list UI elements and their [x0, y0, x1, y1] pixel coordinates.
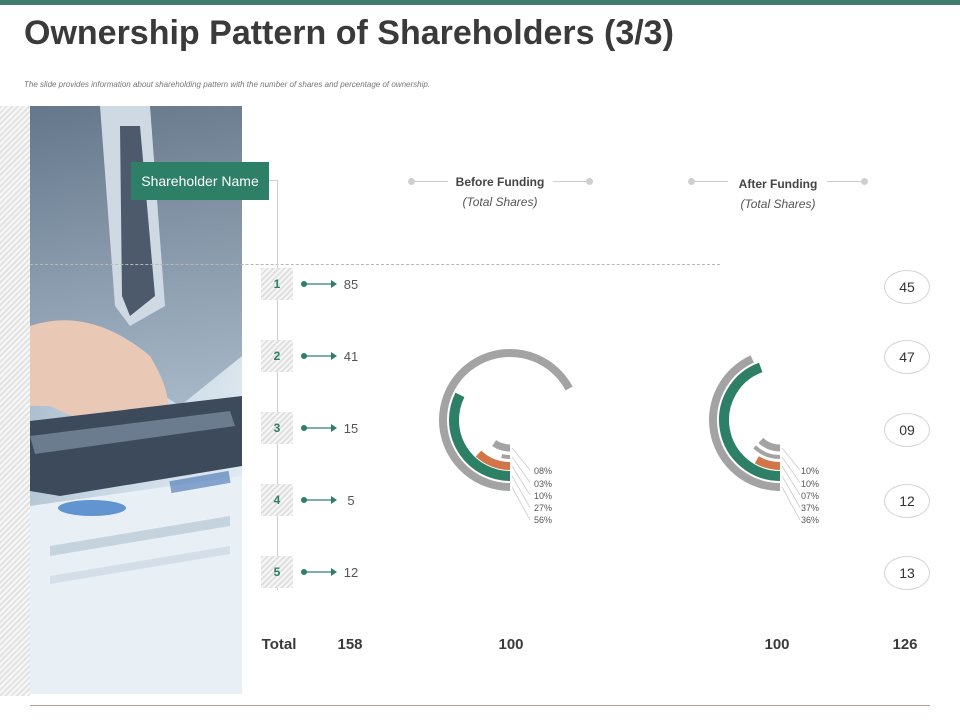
before-leader-5: [511, 486, 531, 521]
before-leader-4: [511, 475, 531, 508]
before-shares-3: 15: [343, 421, 359, 436]
before-arc-2: [501, 454, 511, 459]
before-leader-3: [511, 465, 531, 496]
header-line: [414, 181, 448, 182]
hatch-strip: [0, 106, 30, 696]
after-pct-3: 07%: [801, 491, 820, 501]
before-funding-sub: (Total Shares): [462, 195, 538, 209]
before-arc-1: [492, 440, 511, 452]
total-before-percent: 100: [498, 636, 524, 653]
after-shares-3: 09: [884, 413, 930, 447]
after-arc-4: [719, 362, 781, 481]
before-pct-1: 08%: [534, 466, 553, 476]
after-funding-header: After Funding (Total Shares): [718, 177, 838, 211]
header-line: [827, 181, 861, 182]
before-leader-1: [511, 447, 531, 471]
header-dot: [408, 178, 415, 185]
page-title: Ownership Pattern of Shareholders (3/3): [24, 14, 674, 52]
after-leader-1: [781, 447, 801, 471]
index-vertical-line: [277, 180, 278, 590]
header-dot: [688, 178, 695, 185]
arrow-icon: [301, 424, 337, 432]
before-pct-5: 56%: [534, 515, 553, 525]
row-index-2: 2: [261, 340, 293, 372]
before-funding-header: Before Funding (Total Shares): [440, 175, 560, 209]
after-funding-radial-chart: [709, 355, 801, 521]
row-index-4: 4: [261, 484, 293, 516]
before-arc-4: [449, 392, 511, 481]
total-after-shares: 126: [892, 636, 918, 653]
divider-dashed-line: [30, 264, 720, 265]
total-before-shares: 158: [337, 636, 363, 653]
after-arc-2: [753, 445, 781, 459]
after-pct-5: 36%: [801, 515, 820, 525]
before-shares-2: 41: [343, 349, 359, 364]
after-pct-2: 10%: [801, 479, 820, 489]
row-index-3: 3: [261, 412, 293, 444]
after-shares-4: 12: [884, 484, 930, 518]
arrow-icon: [301, 352, 337, 360]
before-shares-4: 5: [347, 493, 355, 508]
before-pct-3: 10%: [534, 491, 553, 501]
arrow-icon: [301, 496, 337, 504]
after-pct-1: 10%: [801, 466, 820, 476]
after-leader-3: [781, 465, 801, 496]
shareholder-name-header: Shareholder Name: [131, 162, 269, 200]
total-after-percent: 100: [764, 636, 790, 653]
arrow-icon: [301, 280, 337, 288]
connector-line: [269, 180, 278, 181]
before-shares-5: 12: [343, 565, 359, 580]
after-arc-5: [709, 355, 781, 491]
row-index-1: 1: [261, 268, 293, 300]
after-funding-sub: (Total Shares): [740, 197, 816, 211]
header-line: [694, 181, 728, 182]
header-dot: [586, 178, 593, 185]
before-funding-label: Before Funding: [455, 175, 545, 189]
office-photo: [30, 106, 242, 694]
before-pct-4: 27%: [534, 503, 553, 513]
total-label: Total: [261, 636, 297, 653]
after-arc-1: [758, 437, 781, 452]
bottom-line: [30, 705, 930, 706]
row-index-5: 5: [261, 556, 293, 588]
after-arc-3: [754, 456, 781, 470]
after-shares-1: 45: [884, 270, 930, 304]
after-shares-5: 13: [884, 556, 930, 590]
after-funding-label: After Funding: [738, 177, 818, 191]
before-arc-3: [475, 450, 511, 470]
page-subtitle: The slide provides information about sha…: [24, 80, 431, 89]
arrow-icon: [301, 568, 337, 576]
before-leader-2: [511, 456, 531, 483]
after-leader-5: [781, 486, 801, 521]
after-leader-4: [781, 475, 801, 508]
after-pct-4: 37%: [801, 503, 820, 513]
after-shares-2: 47: [884, 340, 930, 374]
before-funding-radial-chart: [439, 349, 573, 521]
after-leader-2: [781, 456, 801, 483]
before-arc-5: [439, 349, 573, 491]
before-shares-1: 85: [343, 277, 359, 292]
before-pct-2: 03%: [534, 479, 553, 489]
top-accent-bar: [0, 0, 960, 5]
header-dot: [861, 178, 868, 185]
header-line: [553, 181, 587, 182]
